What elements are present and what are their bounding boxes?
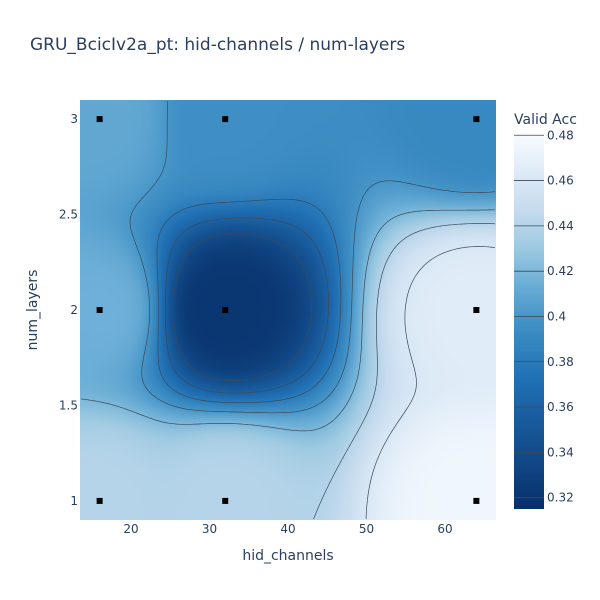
contour-line-5 xyxy=(80,209,495,432)
colorbar: Valid Acc 0.32 0.34 0.36 0.38 0.4 0.42 0.44 0.4… xyxy=(514,112,577,509)
colorbar-title: Valid Acc xyxy=(514,112,577,128)
colorbar-tick-label: 0.48 xyxy=(547,128,574,142)
x-tick-label: 20 xyxy=(123,522,138,536)
y-tick-label: 1 xyxy=(70,494,78,508)
data-point-7[interactable] xyxy=(222,497,229,504)
colorbar-tick-label: 0.32 xyxy=(547,491,574,505)
x-axis-title: hid_channels xyxy=(242,548,333,564)
colorbar-tick-label: 0.42 xyxy=(547,264,574,278)
y-tick-label: 1.5 xyxy=(59,398,78,412)
data-point-8[interactable] xyxy=(473,497,480,504)
contour-line-1 xyxy=(173,233,312,381)
x-tick-label: 30 xyxy=(202,522,217,536)
contour-line-4 xyxy=(129,100,496,414)
data-point-5[interactable] xyxy=(473,307,480,313)
y-tick-label: 3 xyxy=(70,112,78,126)
colorbar-ticks: 0.32 0.34 0.36 0.38 0.4 0.42 0.44 0.46 0.48 xyxy=(514,128,574,505)
data-point-3[interactable] xyxy=(96,307,103,313)
x-tick-label: 40 xyxy=(280,522,295,536)
colorbar-tick-label: 0.46 xyxy=(547,174,574,188)
data-point-4[interactable] xyxy=(222,307,229,313)
colorbar-tick-label: 0.34 xyxy=(547,445,574,459)
y-axis-title: num_layers xyxy=(25,270,41,351)
data-point-0[interactable] xyxy=(96,116,103,123)
x-axis-ticks: 20 30 40 50 60 xyxy=(123,522,452,536)
plot-area[interactable] xyxy=(80,100,496,520)
contour-line-6 xyxy=(313,223,496,520)
contour-line-7 xyxy=(365,246,496,519)
heatmap-surface xyxy=(80,100,496,520)
colorbar-tick-label: 0.36 xyxy=(547,400,574,414)
data-point-1[interactable] xyxy=(222,116,229,123)
data-point-2[interactable] xyxy=(473,116,480,123)
colorbar-gradient xyxy=(514,133,544,509)
chart-title: GRU_BcicIv2a_pt: hid-channels / num-laye… xyxy=(30,35,405,55)
y-tick-label: 2.5 xyxy=(59,208,78,222)
colorbar-tick-label: 0.4 xyxy=(547,309,566,323)
colorbar-tick-label: 0.38 xyxy=(547,355,574,369)
x-tick-label: 50 xyxy=(359,522,374,536)
contour-line-2 xyxy=(165,217,329,394)
contour-line-3 xyxy=(156,198,342,404)
data-markers xyxy=(96,116,480,504)
y-axis-ticks: 1 1.5 2 2.5 3 xyxy=(59,112,78,508)
x-tick-label: 60 xyxy=(437,522,452,536)
y-tick-label: 2 xyxy=(70,303,78,317)
contour-lines xyxy=(80,100,496,520)
colorbar-tick-label: 0.44 xyxy=(547,219,574,233)
data-point-6[interactable] xyxy=(96,497,103,504)
